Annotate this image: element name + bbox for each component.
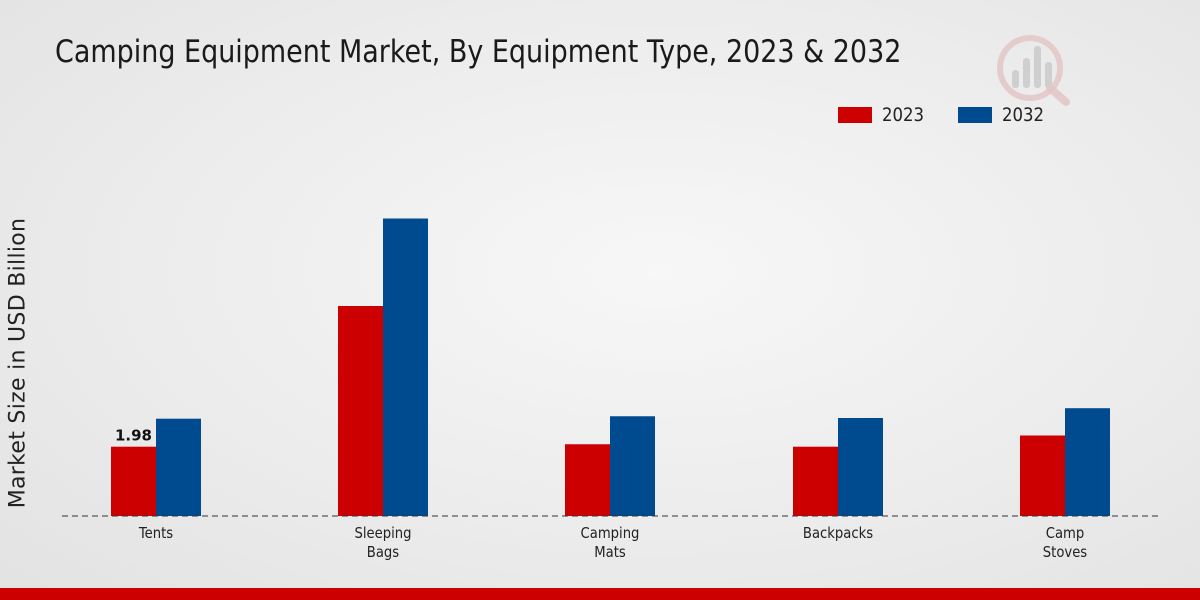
bar-2032-camping-mats — [610, 416, 655, 516]
bar-2023-tents — [111, 446, 156, 516]
legend-item-2032: 2032 — [958, 104, 1050, 126]
x-tick-label-camping-mats: Camping Mats — [581, 525, 640, 561]
bar-2032-camp-stoves — [1065, 408, 1110, 516]
legend-swatch-2023 — [838, 107, 872, 123]
legend-label-2023: 2023 — [882, 104, 925, 126]
bar-2023-sleeping-bags — [338, 306, 383, 516]
brand-logo-icon — [997, 35, 1070, 106]
legend-label-2032: 2032 — [1002, 104, 1045, 126]
data-label-2023-0: 1.98 — [115, 427, 152, 445]
x-tick-label-backpacks: Backpacks — [803, 525, 873, 542]
bar-2032-tents — [156, 418, 201, 516]
legend-item-2023: 2023 — [838, 104, 930, 126]
bar-2032-backpacks — [838, 418, 883, 516]
bar-2032-sleeping-bags — [383, 218, 428, 516]
chart-title: Camping Equipment Market, By Equipment T… — [55, 34, 902, 70]
bar-2023-camping-mats — [565, 444, 610, 516]
x-tick-label-tents: Tents — [138, 525, 173, 542]
bar-2023-backpacks — [793, 446, 838, 516]
x-tick-label-sleeping-bags: Sleeping Bags — [354, 525, 411, 561]
bar-2023-camp-stoves — [1020, 435, 1065, 516]
legend-swatch-2032 — [958, 107, 992, 123]
x-tick-label-camp-stoves: Camp Stoves — [1043, 525, 1087, 561]
footer-accent-bar — [0, 588, 1200, 600]
